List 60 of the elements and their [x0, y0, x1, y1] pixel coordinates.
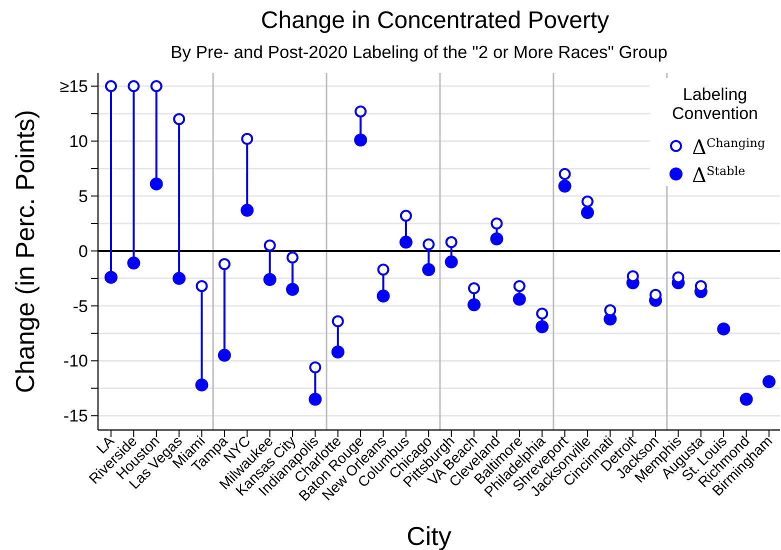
y-tick-label: -5 [72, 296, 88, 316]
chart-title: Change in Concentrated Poverty [260, 7, 610, 34]
point [536, 308, 548, 320]
y-tick-label: -10 [63, 352, 88, 371]
point [218, 258, 230, 270]
point [490, 218, 503, 230]
point [717, 322, 730, 336]
point [331, 346, 344, 358]
point [468, 298, 481, 312]
point [581, 196, 594, 208]
y-tick-label: ≥15 [60, 77, 88, 96]
legend-label: Δ$^{Stable}$ [692, 163, 746, 187]
point [740, 392, 753, 406]
point [468, 282, 480, 294]
point [308, 392, 322, 406]
point [128, 80, 140, 92]
point [377, 264, 390, 276]
y-tick-label: -15 [63, 406, 88, 426]
point [512, 292, 526, 306]
point [264, 239, 276, 252]
point [196, 280, 208, 292]
point [172, 272, 186, 285]
point [490, 232, 504, 246]
point [241, 132, 254, 145]
point [195, 378, 208, 392]
y-tick-label: 5 [78, 186, 88, 206]
point [263, 273, 276, 286]
point [127, 256, 140, 270]
point [558, 180, 572, 193]
point [762, 375, 776, 388]
point [173, 113, 186, 126]
point [354, 134, 368, 146]
point [400, 210, 412, 222]
point [104, 270, 118, 284]
point [286, 282, 300, 296]
point [150, 177, 163, 190]
point [513, 280, 526, 292]
legend-label: Δ$^{Changing}$ [692, 135, 766, 159]
point [536, 320, 549, 334]
point [240, 204, 254, 217]
point [376, 290, 390, 302]
point [422, 238, 435, 250]
point [444, 255, 458, 268]
y-axis-title: Change (in Perc. Points) [10, 110, 40, 394]
point [558, 168, 571, 180]
point [309, 361, 322, 374]
point [354, 105, 367, 118]
point [422, 263, 436, 276]
legend-title: Labeling Convention [672, 85, 758, 123]
point [286, 252, 299, 264]
point [105, 80, 117, 92]
point [332, 315, 344, 328]
point [445, 236, 458, 248]
point [150, 80, 162, 92]
point [399, 236, 412, 249]
chart-subtitle: By Pre- and Post-2020 Labeling of the "2 or More Races" Group [170, 42, 668, 62]
y-tick-label: 0 [78, 242, 88, 261]
point [580, 206, 594, 219]
point [218, 348, 231, 362]
y-tick-label: 10 [69, 132, 88, 152]
